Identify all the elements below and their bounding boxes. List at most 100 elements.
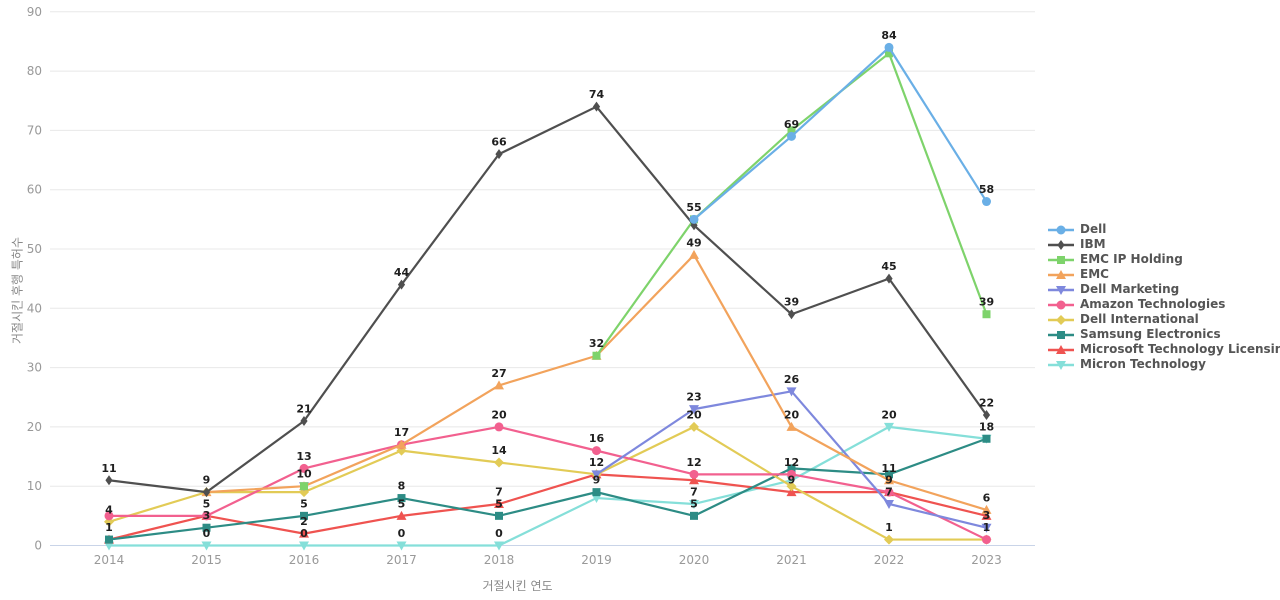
data-point-marker[interactable] (1056, 344, 1066, 354)
data-point-marker[interactable] (1057, 239, 1065, 250)
data-point-marker[interactable] (690, 511, 698, 520)
data-point-marker[interactable] (495, 149, 503, 160)
data-point-marker[interactable] (396, 510, 407, 520)
data-point-marker[interactable] (494, 380, 504, 390)
data-point-marker[interactable] (787, 309, 796, 320)
data-point-marker[interactable] (786, 421, 797, 431)
data-point-marker[interactable] (689, 475, 699, 485)
data-point-marker[interactable] (884, 487, 894, 497)
data-point-marker[interactable] (786, 487, 797, 497)
data-point-marker[interactable] (982, 410, 991, 421)
data-point-marker[interactable] (689, 421, 699, 432)
data-point-marker[interactable] (689, 405, 699, 415)
data-point-label: 20 (784, 408, 800, 421)
legend-item-samsung-electronics[interactable]: Samsung Electronics (1048, 327, 1280, 342)
data-point-marker[interactable] (884, 42, 894, 52)
data-point-marker[interactable] (591, 494, 602, 504)
data-point-marker[interactable] (982, 197, 991, 207)
series-layer (104, 42, 992, 551)
data-point-marker[interactable] (1056, 269, 1066, 279)
data-point-marker[interactable] (592, 101, 601, 112)
data-point-marker[interactable] (299, 463, 309, 473)
data-point-marker[interactable] (592, 351, 601, 360)
data-point-marker[interactable] (494, 457, 504, 468)
data-point-marker[interactable] (981, 523, 992, 533)
x-tick-label: 2019 (581, 553, 612, 567)
legend-item-emc-ip-holding[interactable]: EMC IP Holding (1048, 252, 1280, 267)
data-point-marker[interactable] (300, 415, 308, 426)
data-point-marker[interactable] (786, 481, 797, 492)
data-point-marker[interactable] (300, 511, 308, 520)
legend-marker-icon (1048, 330, 1074, 339)
legend-item-microsoft-technology-licensing[interactable]: Microsoft Technology Licensing (1048, 342, 1280, 357)
data-point-marker[interactable] (787, 126, 796, 135)
legend-marker-icon (1048, 285, 1074, 295)
data-point-marker[interactable] (202, 487, 211, 498)
data-point-marker[interactable] (982, 434, 991, 443)
data-point-marker[interactable] (786, 387, 797, 397)
data-point-marker[interactable] (202, 523, 211, 532)
data-point-marker[interactable] (396, 541, 407, 551)
data-point-marker[interactable] (104, 541, 114, 551)
series-line-dell (693, 46, 988, 221)
data-point-marker[interactable] (495, 511, 503, 520)
data-point-label: 10 (296, 468, 312, 481)
data-point-label: 9 (788, 474, 796, 487)
data-point-marker[interactable] (1057, 330, 1065, 339)
legend-item-dell[interactable]: Dell (1048, 222, 1280, 237)
data-point-marker[interactable] (104, 511, 114, 521)
data-point-marker[interactable] (1056, 314, 1066, 325)
data-point-marker[interactable] (1056, 285, 1066, 295)
data-point-marker[interactable] (689, 249, 699, 259)
data-point-marker[interactable] (787, 469, 796, 479)
data-point-marker[interactable] (787, 131, 796, 141)
data-point-marker[interactable] (787, 464, 796, 473)
data-point-marker[interactable] (397, 494, 406, 503)
data-point-marker[interactable] (105, 535, 113, 544)
legend-label: Dell (1080, 222, 1107, 236)
data-point-marker[interactable] (299, 528, 309, 538)
data-point-marker[interactable] (591, 470, 602, 480)
legend-item-amazon-technologies[interactable]: Amazon Technologies (1048, 297, 1280, 312)
data-point-marker[interactable] (105, 475, 113, 486)
data-point-marker[interactable] (689, 469, 699, 479)
legend-item-micron-technology[interactable]: Micron Technology (1048, 357, 1280, 372)
legend-item-ibm[interactable]: IBM (1048, 237, 1280, 252)
data-point-marker[interactable] (689, 499, 699, 509)
data-point-marker[interactable] (397, 279, 406, 290)
data-point-marker[interactable] (592, 446, 601, 456)
data-point-marker[interactable] (884, 534, 894, 545)
data-point-marker[interactable] (202, 511, 211, 521)
series-dell-marketing (299, 387, 992, 533)
data-point-marker[interactable] (885, 470, 893, 479)
data-point-marker[interactable] (885, 273, 893, 284)
data-point-marker[interactable] (689, 214, 699, 224)
data-point-marker[interactable] (1056, 225, 1066, 234)
data-point-marker[interactable] (884, 499, 894, 509)
data-point-marker[interactable] (494, 422, 504, 432)
data-point-marker[interactable] (396, 439, 407, 449)
data-point-marker[interactable] (300, 482, 308, 491)
data-point-marker[interactable] (494, 498, 504, 508)
y-tick-label: 80 (27, 64, 42, 78)
data-point-marker[interactable] (201, 541, 212, 551)
x-tick-label: 2014 (94, 553, 125, 567)
data-point-marker[interactable] (982, 310, 991, 319)
data-point-marker[interactable] (786, 476, 797, 486)
data-point-marker[interactable] (1056, 360, 1066, 370)
data-point-marker[interactable] (299, 541, 309, 551)
data-point-marker[interactable] (1056, 300, 1066, 309)
data-point-marker[interactable] (981, 504, 992, 514)
data-point-marker[interactable] (592, 488, 601, 497)
legend-item-dell-international[interactable]: Dell International (1048, 312, 1280, 327)
data-point-marker[interactable] (884, 422, 894, 432)
legend-item-dell-marketing[interactable]: Dell Marketing (1048, 282, 1280, 297)
data-point-marker[interactable] (884, 475, 894, 485)
data-point-marker[interactable] (1057, 255, 1065, 264)
data-point-marker[interactable] (494, 541, 504, 551)
legend-item-emc[interactable]: EMC (1048, 267, 1280, 282)
data-point-marker[interactable] (982, 535, 991, 545)
data-point-marker[interactable] (981, 510, 992, 520)
data-point-marker[interactable] (885, 49, 893, 58)
